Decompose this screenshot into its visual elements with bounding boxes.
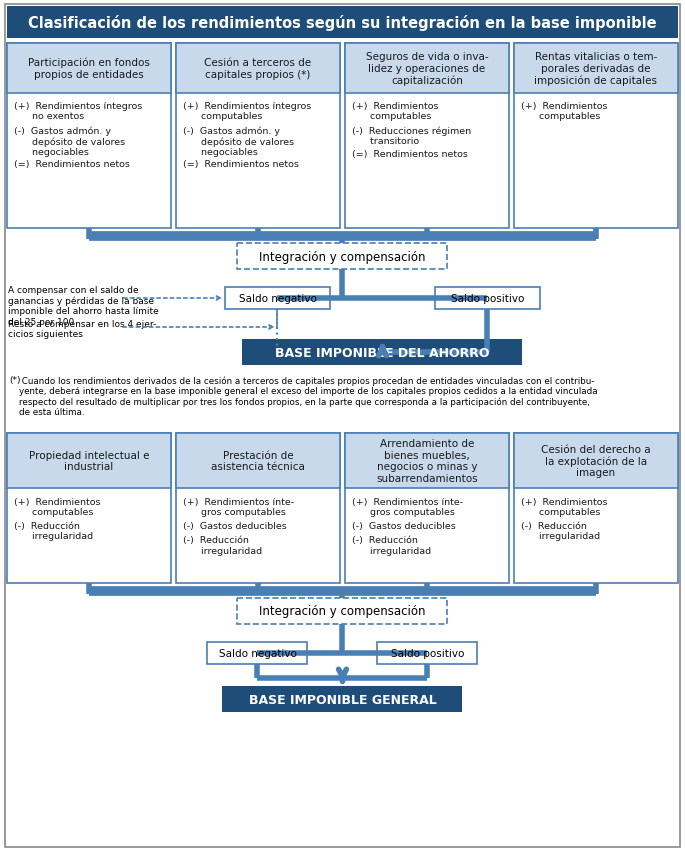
Text: (-)  Reducciones régimen
      transitorio: (-) Reducciones régimen transitorio (352, 126, 471, 146)
Bar (514, 434, 678, 584)
Text: (-)  Gastos admón. y
      depósito de valores
      negociables: (-) Gastos admón. y depósito de valores … (183, 126, 294, 157)
Text: (*): (*) (9, 376, 21, 384)
Bar (7, 44, 171, 228)
Text: Clasificación de los rendimientos según su integración en la base imponible: Clasificación de los rendimientos según … (28, 15, 657, 31)
Text: (+)  Rendimientos íntegros
      computables: (+) Rendimientos íntegros computables (183, 102, 311, 121)
Bar (7, 44, 171, 94)
Bar (345, 434, 509, 584)
Text: Cesión a terceros de
capitales propios (*): Cesión a terceros de capitales propios (… (204, 58, 312, 80)
Bar (514, 434, 678, 488)
Bar (208, 642, 308, 665)
Text: Integración y compensación: Integración y compensación (259, 250, 426, 263)
Text: (-)  Gastos deducibles: (-) Gastos deducibles (352, 521, 456, 531)
Bar (345, 434, 509, 488)
Text: (+)  Rendimientos
      computables: (+) Rendimientos computables (521, 102, 608, 121)
Text: Prestación de
asistencia técnica: Prestación de asistencia técnica (211, 450, 305, 472)
Text: (=)  Rendimientos netos: (=) Rendimientos netos (352, 150, 468, 158)
Text: Propiedad intelectual e
industrial: Propiedad intelectual e industrial (29, 450, 149, 472)
Text: Seguros de vida o inva-
lidez y operaciones de
capitalización: Seguros de vida o inva- lidez y operacio… (366, 52, 488, 86)
Text: (-)  Reducción
      irregularidad: (-) Reducción irregularidad (352, 536, 431, 556)
Bar (238, 598, 447, 625)
Bar (7, 434, 171, 488)
Bar (176, 44, 340, 228)
Text: Integración y compensación: Integración y compensación (259, 605, 426, 618)
Bar (377, 642, 477, 665)
Bar (176, 44, 340, 94)
Bar (7, 7, 678, 39)
Text: (+)  Rendimientos
      computables: (+) Rendimientos computables (352, 102, 438, 121)
Text: (-)  Reducción
      irregularidad: (-) Reducción irregularidad (521, 521, 600, 541)
Text: A compensar con el saldo de
ganancias y pérdidas de la base
imponible del ahorro: A compensar con el saldo de ganancias y … (8, 285, 159, 326)
Bar (225, 288, 330, 309)
Text: (-)  Reducción
      irregularidad: (-) Reducción irregularidad (14, 521, 93, 541)
Text: (=)  Rendimientos netos: (=) Rendimientos netos (14, 159, 130, 169)
Text: Saldo negativo: Saldo negativo (219, 648, 297, 659)
Text: (-)  Gastos deducibles: (-) Gastos deducibles (183, 521, 287, 531)
Text: (+)  Rendimientos
      computables: (+) Rendimientos computables (521, 498, 608, 517)
Bar (345, 44, 509, 228)
Text: Saldo positivo: Saldo positivo (391, 648, 464, 659)
Text: (+)  Rendimientos
      computables: (+) Rendimientos computables (14, 498, 101, 517)
Text: Saldo negativo: Saldo negativo (238, 294, 316, 303)
Bar (7, 434, 171, 584)
Text: Rentas vitalicias o tem-
porales derivadas de
imposición de capitales: Rentas vitalicias o tem- porales derivad… (534, 52, 658, 86)
Bar (435, 288, 540, 309)
Bar (514, 44, 678, 94)
Text: Arrendamiento de
bienes muebles,
negocios o minas y
subarrendamientos: Arrendamiento de bienes muebles, negocio… (376, 439, 478, 483)
Text: (-)  Gastos admón. y
      depósito de valores
      negociables: (-) Gastos admón. y depósito de valores … (14, 126, 125, 157)
Text: (+)  Rendimientos ínte-
      gros computables: (+) Rendimientos ínte- gros computables (352, 498, 463, 517)
Bar (223, 686, 462, 712)
Bar (176, 434, 340, 488)
Text: (+)  Rendimientos ínte-
      gros computables: (+) Rendimientos ínte- gros computables (183, 498, 294, 517)
Bar (176, 434, 340, 584)
Text: Saldo positivo: Saldo positivo (451, 294, 524, 303)
Text: (=)  Rendimientos netos: (=) Rendimientos netos (183, 159, 299, 169)
Text: (-)  Reducción
      irregularidad: (-) Reducción irregularidad (183, 536, 262, 556)
Bar (238, 244, 447, 270)
Text: (+)  Rendimientos íntegros
      no exentos: (+) Rendimientos íntegros no exentos (14, 102, 142, 121)
Bar (514, 44, 678, 228)
Bar (345, 44, 509, 94)
Bar (242, 340, 523, 366)
Text: BASE IMPONIBLE GENERAL: BASE IMPONIBLE GENERAL (249, 693, 436, 705)
Text: Participación en fondos
propios de entidades: Participación en fondos propios de entid… (28, 58, 150, 80)
Text: Cuando los rendimientos derivados de la cesión a terceros de capitales propios p: Cuando los rendimientos derivados de la … (19, 376, 597, 417)
Text: Cesión del derecho a
la explotación de la
imagen: Cesión del derecho a la explotación de l… (541, 444, 651, 478)
Text: Resto a compensar en los 4 ejer-
cicios siguientes: Resto a compensar en los 4 ejer- cicios … (8, 320, 156, 339)
Text: BASE IMPONIBLE DEL AHORRO: BASE IMPONIBLE DEL AHORRO (275, 346, 490, 359)
